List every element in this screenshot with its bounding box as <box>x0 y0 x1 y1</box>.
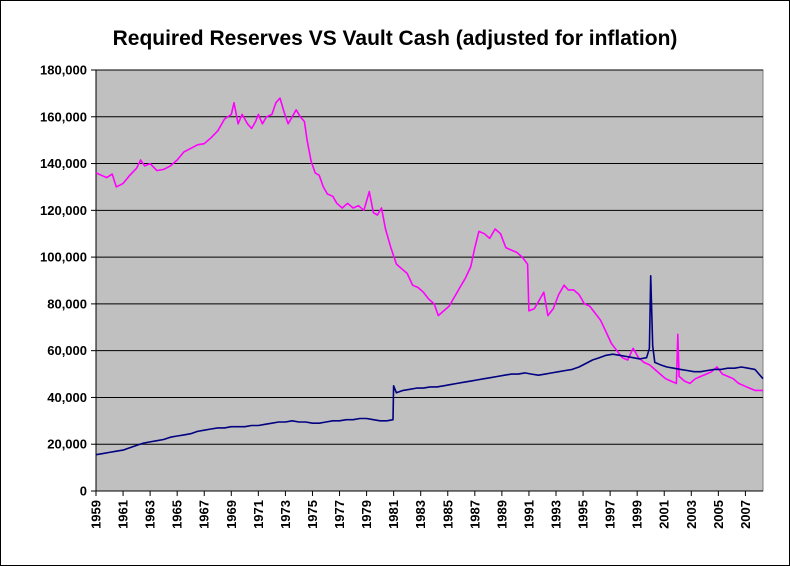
y-tick-label: 180,000 <box>40 63 87 78</box>
x-tick-label: 1965 <box>170 500 185 529</box>
y-tick-label: 120,000 <box>40 203 87 218</box>
plot-area <box>95 69 764 492</box>
x-tick-label: 1993 <box>549 500 564 529</box>
y-tick-label: 0 <box>80 484 87 499</box>
x-tick-label: 1991 <box>521 500 536 529</box>
x-tick-label: 1987 <box>467 500 482 529</box>
y-tick-label: 60,000 <box>47 343 87 358</box>
x-tick-label: 2005 <box>711 500 726 529</box>
y-tick-label: 140,000 <box>40 156 87 171</box>
chart-title: Required Reserves VS Vault Cash (adjuste… <box>112 27 678 50</box>
x-tick-label: 1977 <box>332 500 347 529</box>
x-tick-label: 1989 <box>494 500 509 529</box>
x-tick-label: 1979 <box>359 500 374 529</box>
x-tick-label: 1973 <box>278 500 293 529</box>
y-tick-label: 100,000 <box>40 250 87 265</box>
x-tick-label: 1967 <box>197 500 212 529</box>
x-tick-label: 1983 <box>413 500 428 529</box>
x-tick-label: 1963 <box>143 500 158 529</box>
x-tick-label: 1969 <box>224 500 239 529</box>
x-tick-label: 1975 <box>305 500 320 529</box>
y-tick-label: 80,000 <box>47 296 87 311</box>
x-tick-label: 1999 <box>630 500 645 529</box>
y-tick-label: 40,000 <box>47 390 87 405</box>
x-tick-label: 1961 <box>116 500 131 529</box>
x-tick-label: 2007 <box>738 500 753 529</box>
y-tick-label: 20,000 <box>47 437 87 452</box>
series-line-1 <box>95 97 763 392</box>
x-tick-label: 1959 <box>89 500 104 529</box>
x-tick-label: 1971 <box>251 500 266 529</box>
x-tick-label: 2001 <box>657 500 672 529</box>
series-line-2 <box>95 275 764 456</box>
x-tick-label: 2003 <box>684 500 699 529</box>
x-tick-label: 1985 <box>440 500 455 529</box>
x-tick-label: 1997 <box>603 500 618 529</box>
x-tick-label: 1981 <box>386 500 401 529</box>
x-tick-label: 1995 <box>576 500 591 529</box>
y-tick-label: 160,000 <box>40 109 87 124</box>
